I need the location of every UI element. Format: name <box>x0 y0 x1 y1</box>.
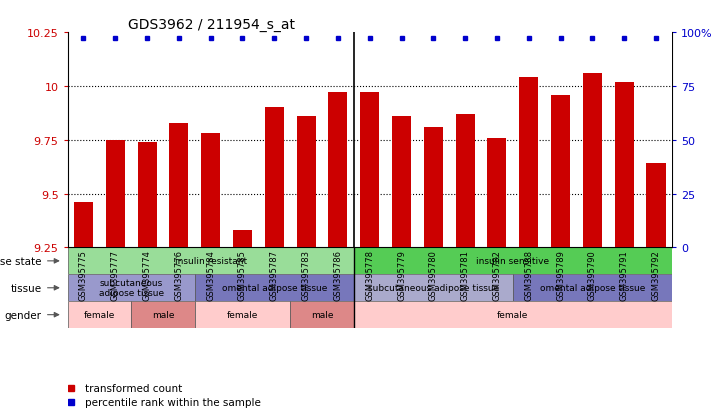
Text: female: female <box>84 311 115 319</box>
Bar <box>360 93 379 248</box>
Text: transformed count: transformed count <box>85 383 183 393</box>
Bar <box>354 248 672 275</box>
Text: male: male <box>151 311 174 319</box>
Bar <box>513 275 672 301</box>
Text: subcutaneous adipose tissue: subcutaneous adipose tissue <box>368 284 499 292</box>
Bar <box>74 203 93 248</box>
Bar <box>201 134 220 248</box>
Text: subcutaneous
adipose tissue: subcutaneous adipose tissue <box>99 278 164 298</box>
Bar <box>169 123 188 248</box>
Bar <box>131 301 195 328</box>
Bar <box>551 95 570 248</box>
Bar <box>328 93 348 248</box>
Bar <box>646 164 665 248</box>
Bar <box>106 140 125 248</box>
Text: tissue: tissue <box>11 283 41 293</box>
Text: disease state: disease state <box>0 256 41 266</box>
Bar <box>68 275 195 301</box>
Text: percentile rank within the sample: percentile rank within the sample <box>85 396 261 407</box>
Text: omental adipose tissue: omental adipose tissue <box>222 284 327 292</box>
Bar <box>195 301 290 328</box>
Text: GDS3962 / 211954_s_at: GDS3962 / 211954_s_at <box>128 18 295 32</box>
Bar <box>264 108 284 248</box>
Bar <box>392 117 411 248</box>
Text: insulin sensitive: insulin sensitive <box>476 257 550 266</box>
Text: female: female <box>497 311 528 319</box>
Bar <box>233 230 252 248</box>
Text: gender: gender <box>4 310 41 320</box>
Bar <box>68 301 131 328</box>
Bar <box>68 248 354 275</box>
Text: female: female <box>227 311 258 319</box>
Bar <box>614 83 634 248</box>
Text: male: male <box>311 311 333 319</box>
Bar <box>354 275 513 301</box>
Bar <box>290 301 354 328</box>
Bar <box>519 78 538 248</box>
Text: insulin resistant: insulin resistant <box>175 257 247 266</box>
Bar <box>424 128 443 248</box>
Bar <box>488 138 506 248</box>
Bar <box>296 117 316 248</box>
Bar <box>354 301 672 328</box>
Bar <box>137 142 156 248</box>
Bar <box>583 74 602 248</box>
Bar <box>456 115 475 248</box>
Bar <box>195 275 354 301</box>
Text: omental adipose tissue: omental adipose tissue <box>540 284 645 292</box>
